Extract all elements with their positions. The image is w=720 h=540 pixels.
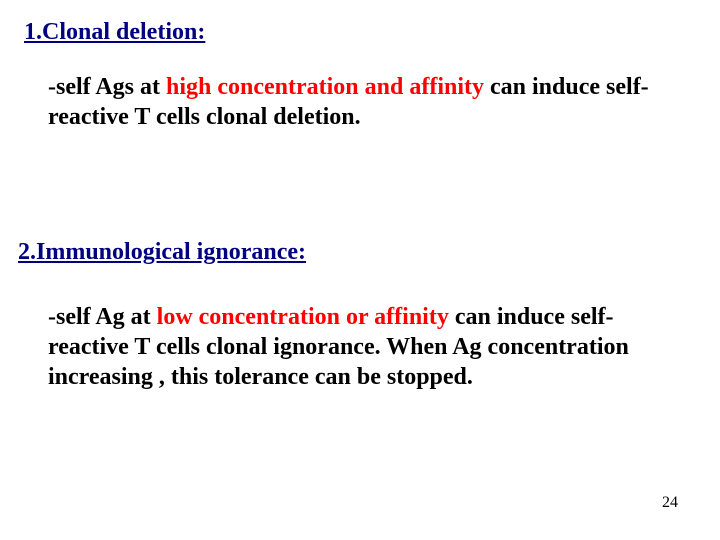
slide: 1.Clonal deletion: -self Ags at high con… [0, 0, 720, 540]
section2-body: -self Ag at low concentration or affinit… [48, 302, 688, 392]
section2-body-accent: low concentration or affinity [157, 304, 449, 330]
section1-body: -self Ags at high concentration and affi… [48, 72, 658, 132]
section1-heading: 1.Clonal deletion: [24, 18, 205, 47]
section1-body-accent: high concentration and affinity [166, 74, 484, 100]
section2-body-prefix: -self Ag at [48, 304, 157, 330]
section2-heading: 2.Immunological ignorance: [18, 238, 306, 267]
page-number: 24 [662, 494, 678, 512]
section1-body-prefix: -self Ags at [48, 74, 166, 100]
